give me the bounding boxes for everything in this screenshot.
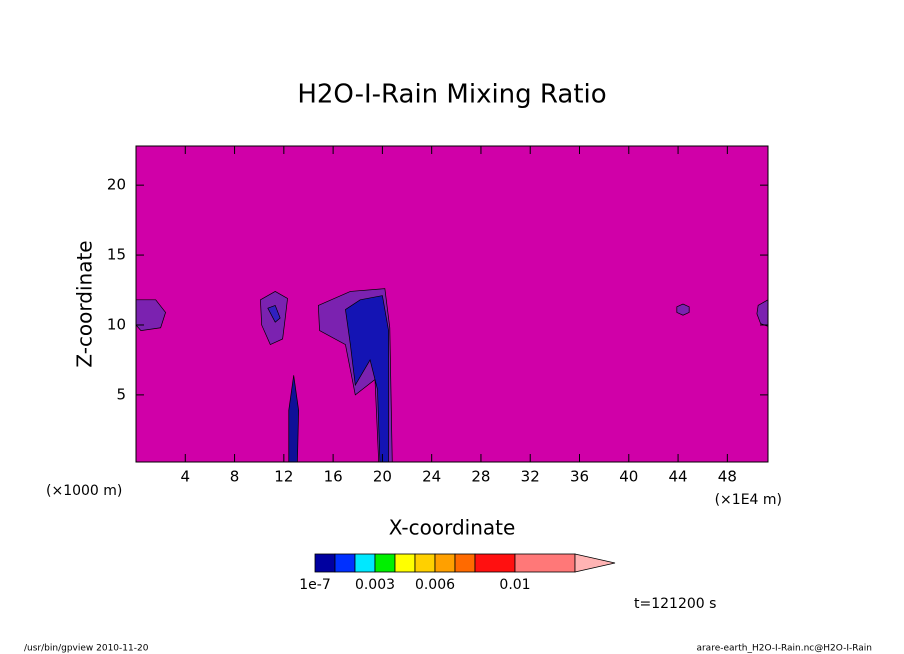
footer-left: /usr/bin/gpview 2010-11-20 [24, 644, 149, 654]
x-unit-left: (×1000 m) [46, 483, 122, 499]
y-tick-label: 10 [107, 315, 126, 333]
x-tick-label: 12 [274, 468, 293, 486]
y-tick-label: 5 [116, 385, 126, 403]
x-tick-label: 20 [373, 468, 392, 486]
colorbar-box [354, 553, 376, 573]
colorbar-tick-label: 1e-7 [299, 577, 330, 593]
plot-background [136, 146, 768, 462]
x-tick-label: 32 [521, 468, 540, 486]
contour-region [267, 304, 281, 323]
colorbar-extend [574, 553, 616, 573]
colorbar-tick-label: 0.003 [355, 577, 395, 593]
colorbar-box [434, 553, 456, 573]
x-tick-label: 40 [619, 468, 638, 486]
x-tick-label: 4 [181, 468, 191, 486]
x-tick-label: 24 [422, 468, 441, 486]
plot-frame [135, 145, 769, 463]
x-axis-label: X-coordinate [389, 516, 516, 540]
colorbar-box [394, 553, 416, 573]
colorbar-tick-label: 0.006 [415, 577, 455, 593]
x-tick-label: 8 [230, 468, 240, 486]
colorbar-box [514, 553, 576, 573]
y-axis-label: Z-coordinate [73, 240, 97, 367]
colorbar-tick-label: 0.01 [499, 577, 530, 593]
footer-right: arare-earth_H2O-I-Rain.nc@H2O-I-Rain [696, 644, 872, 654]
x-tick-label: 28 [471, 468, 490, 486]
x-tick-label: 48 [718, 468, 737, 486]
colorbar-box [374, 553, 396, 573]
x-tick-label: 16 [324, 468, 343, 486]
colorbar-box [454, 553, 476, 573]
x-tick-label: 44 [669, 468, 688, 486]
colorbar-box [474, 553, 516, 573]
chart-title: H2O-I-Rain Mixing Ratio [297, 80, 606, 110]
colorbar-box [414, 553, 436, 573]
contour-region [676, 303, 690, 316]
x-unit-right: (×1E4 m) [715, 492, 782, 508]
y-tick-label: 20 [107, 176, 126, 194]
y-tick-label: 15 [107, 246, 126, 264]
time-label: t=121200 s [634, 596, 716, 612]
x-tick-label: 36 [570, 468, 589, 486]
colorbar-box [334, 553, 356, 573]
colorbar-box [314, 553, 336, 573]
